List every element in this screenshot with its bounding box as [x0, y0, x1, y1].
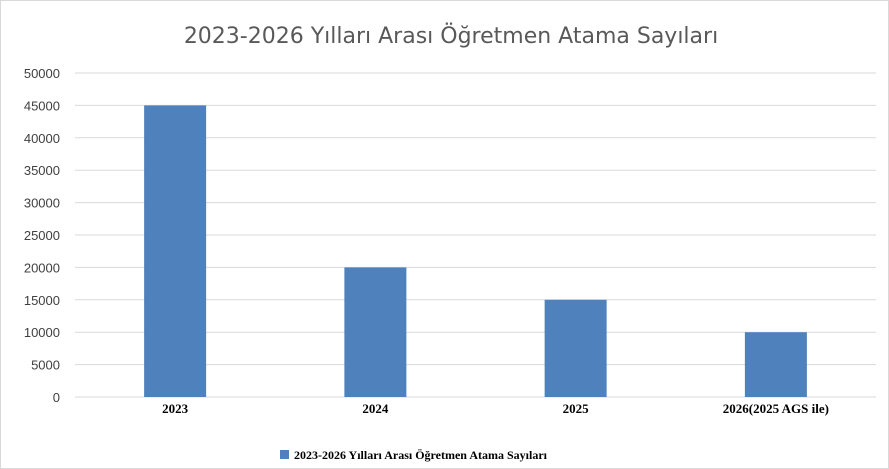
y-tick-label: 35000 [24, 163, 60, 178]
y-tick-label: 0 [53, 390, 60, 405]
legend: 2023-2026 Yılları Arası Öğretmen Atama S… [280, 448, 548, 462]
x-tick-label: 2024 [362, 401, 389, 416]
gridlines [75, 72, 876, 398]
y-tick-label: 40000 [24, 131, 60, 146]
y-tick-label: 20000 [24, 260, 60, 275]
y-tick-label: 50000 [24, 66, 60, 81]
y-tick-label: 15000 [24, 293, 60, 308]
y-tick-label: 45000 [24, 98, 60, 113]
y-axis-ticks: 0 5000 10000 15000 20000 25000 30000 35000 40000… [24, 66, 60, 405]
chart-title: 2023-2026 Yılları Arası Öğretmen Atama S… [184, 23, 718, 49]
x-tick-label: 2025 [563, 401, 590, 416]
x-tick-label: 2026(2025 AGS ile) [723, 401, 829, 416]
x-tick-label: 2023 [162, 401, 189, 416]
bar-2026 [744, 332, 807, 397]
bar-2023 [144, 105, 207, 398]
legend-swatch [280, 450, 289, 459]
bar-2024 [344, 267, 407, 397]
y-tick-label: 25000 [24, 228, 60, 243]
x-axis-ticks: 2023 2024 2025 2026(2025 AGS ile) [162, 401, 829, 416]
bar-2025 [544, 299, 607, 397]
y-tick-label: 30000 [24, 196, 60, 211]
bars [144, 105, 807, 398]
legend-label: 2023-2026 Yılları Arası Öğretmen Atama S… [294, 448, 548, 462]
y-tick-label: 10000 [24, 325, 60, 340]
y-tick-label: 5000 [31, 358, 60, 373]
